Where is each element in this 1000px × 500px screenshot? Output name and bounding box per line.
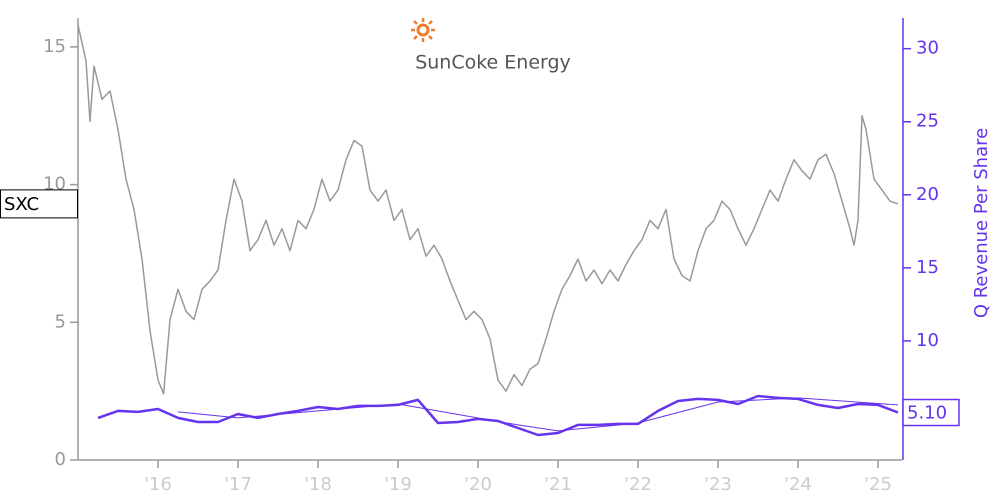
y-tick-label: 5: [55, 311, 66, 332]
x-tick-label: '20: [464, 474, 492, 495]
y-tick-label: 0: [55, 449, 66, 470]
x-tick-label: '19: [384, 474, 412, 495]
y2-tick-label: 10: [916, 330, 939, 351]
y2-tick-label: 15: [916, 257, 939, 278]
x-tick-label: '25: [864, 474, 892, 495]
series-line: [77, 24, 899, 395]
value-label-box: [902, 398, 960, 427]
x-tick-label: '22: [624, 474, 652, 495]
y2-tick-label: 25: [916, 111, 939, 132]
series-line: [177, 397, 899, 432]
value-label: 5.10: [907, 403, 947, 424]
y-tick-label: 15: [43, 36, 66, 57]
x-tick-label: '21: [544, 474, 572, 495]
y2-tick-label: 20: [916, 184, 939, 205]
series-name-box: [0, 189, 78, 219]
x-tick-label: '24: [784, 474, 812, 495]
logo-icon: [416, 23, 430, 37]
y2-tick-label: 30: [916, 38, 939, 59]
x-tick-label: '16: [144, 474, 172, 495]
logo-rays: [411, 18, 435, 42]
logo-text: SunCoke Energy: [415, 52, 571, 74]
x-tick-label: '17: [224, 474, 252, 495]
x-tick-label: '18: [304, 474, 332, 495]
y-tick-label: 10: [43, 174, 66, 195]
logo: [411, 18, 435, 42]
y2-axis-label: Q Revenue Per Share: [971, 128, 992, 318]
series-name: SXC: [4, 194, 39, 215]
x-tick-label: '23: [704, 474, 732, 495]
